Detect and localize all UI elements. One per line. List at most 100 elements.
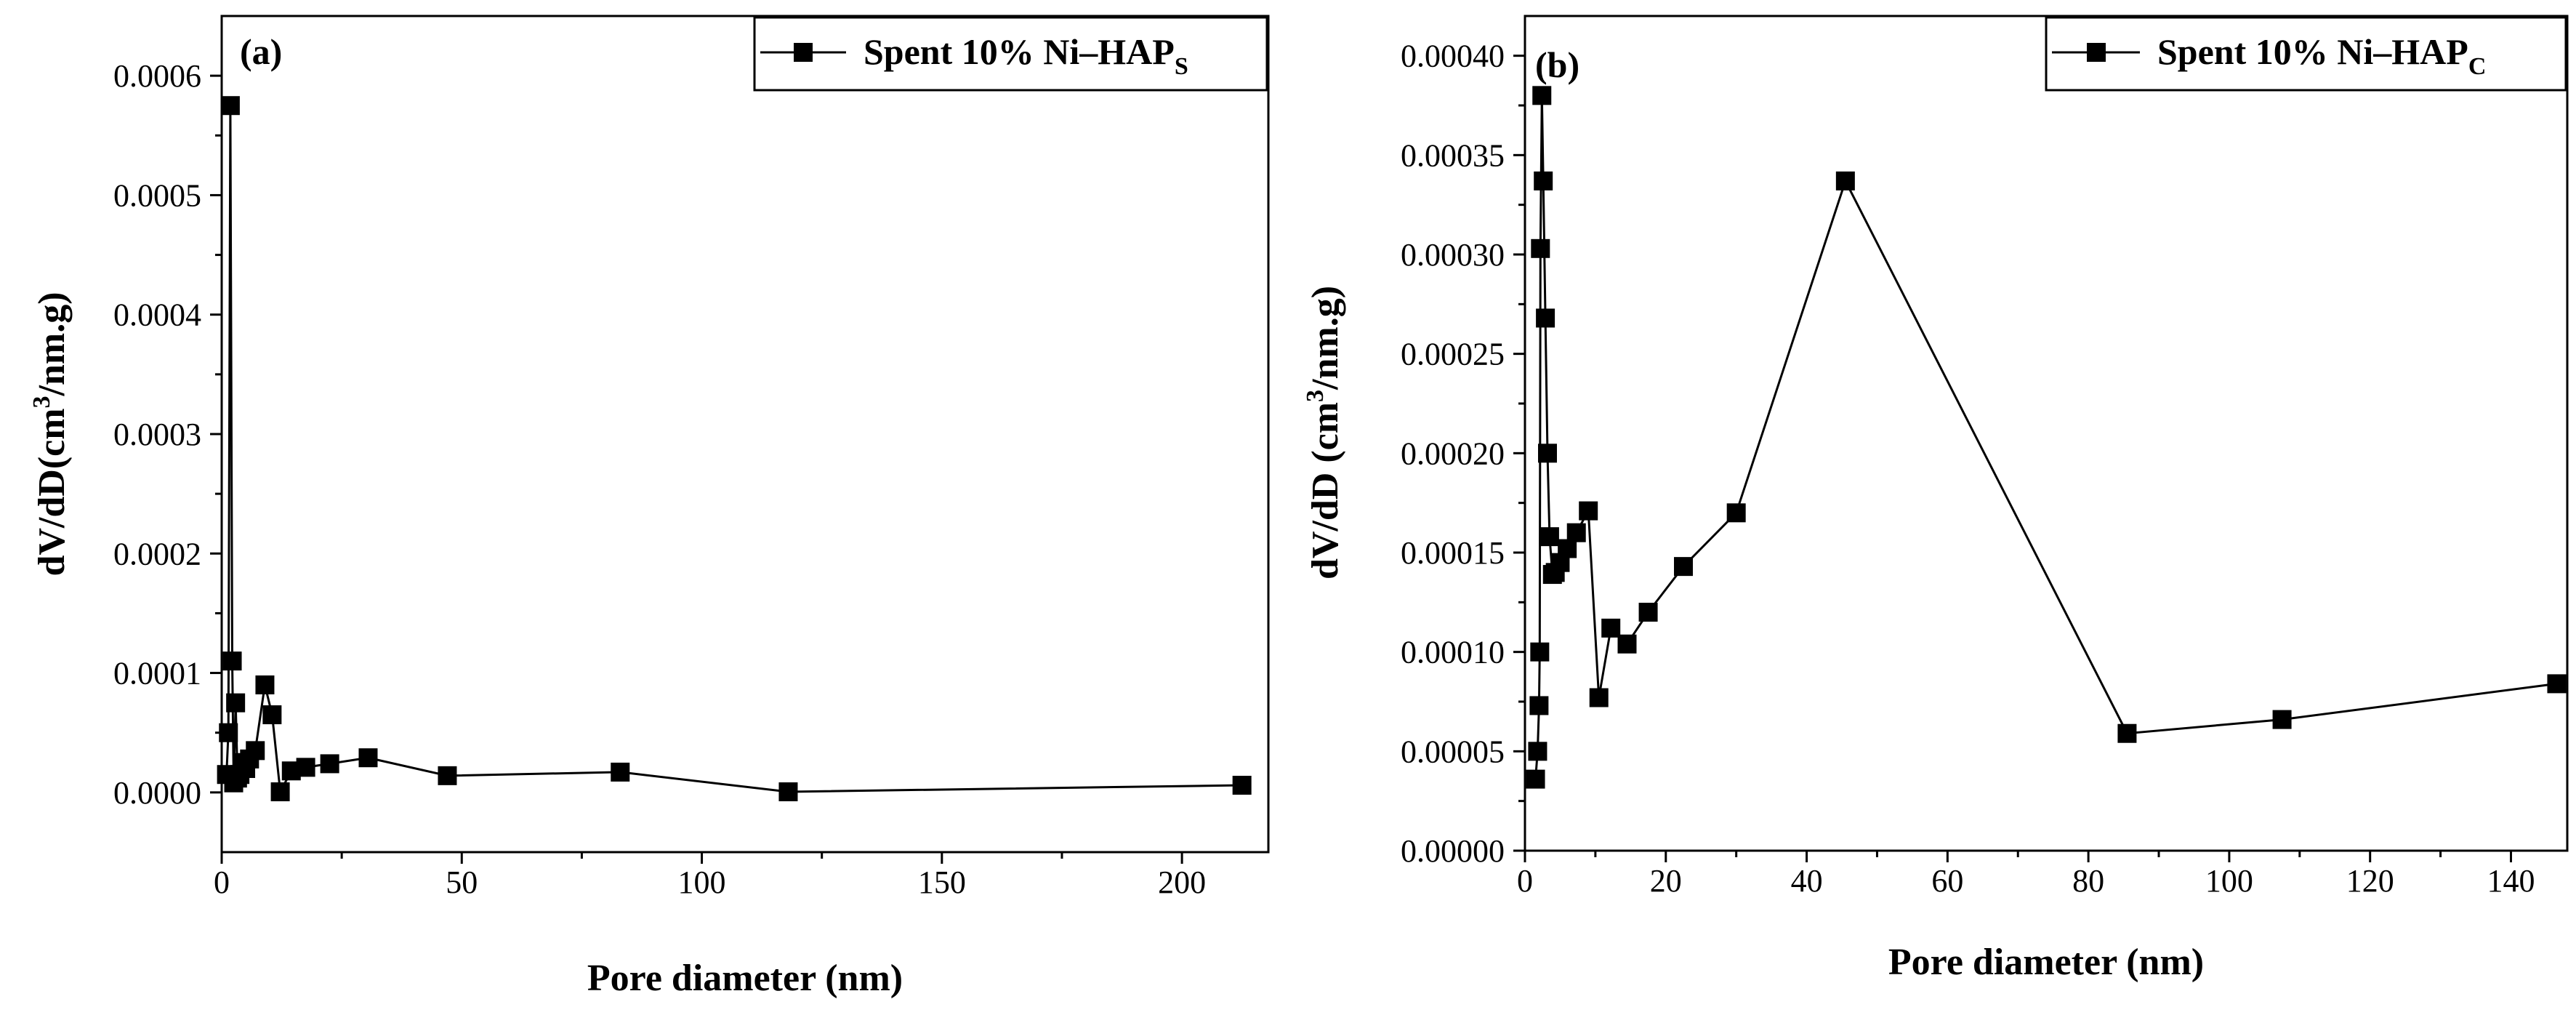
panel-b-data-point bbox=[1589, 688, 1609, 707]
panel-b-data-point bbox=[1638, 603, 1658, 622]
panel-a-chart: 0 50 100 150 200 0.0000 0.0001 0.0002 0.0003 0.00… bbox=[28, 15, 1270, 999]
panel-b-plot-frame bbox=[1524, 15, 2569, 852]
panel-b-data-point bbox=[1530, 642, 1550, 662]
panel-b-data-point bbox=[1529, 696, 1549, 715]
panel-b-legend-name: Spent 10% Ni–HAP bbox=[2157, 31, 2468, 72]
panel-a-y-tick-label: 0.0000 bbox=[113, 775, 201, 811]
panel-b-label: (b) bbox=[1535, 44, 1579, 85]
panel-b-legend-label: Spent 10% Ni–HAPC bbox=[2157, 31, 2486, 80]
panel-b-data-point bbox=[1558, 539, 1577, 558]
panel-a-data-point bbox=[222, 651, 242, 671]
panel-b-legend: Spent 10% Ni–HAPC bbox=[2045, 16, 2567, 92]
panel-b-x-tick-label: 120 bbox=[2346, 863, 2394, 899]
panel-a-data-point bbox=[358, 748, 378, 768]
panel-a-data-point bbox=[320, 754, 339, 774]
panel-a-x-tick-label: 150 bbox=[918, 864, 966, 900]
panel-b-y-tick-label: 0.00030 bbox=[1401, 237, 1505, 273]
panel-b-data-point bbox=[1534, 171, 1553, 190]
panel-b-data-point bbox=[1674, 557, 1694, 577]
panel-a-y-axis-title-sup: 3 bbox=[28, 396, 55, 408]
panel-a-y-tick-label: 0.0006 bbox=[113, 58, 201, 94]
panel-a-legend-box bbox=[753, 16, 1268, 92]
panel-b-x-tick-label: 0 bbox=[1517, 863, 1533, 899]
panel-a-data-point bbox=[438, 766, 457, 785]
panel-a-y-axis-title-main: dV/dD(cm bbox=[31, 408, 73, 576]
panel-b-chart: 0 20 40 60 80 100 120 140 0.00000 0.00005 0.00010 0… bbox=[1302, 15, 2569, 983]
panel-b-data-point bbox=[1601, 618, 1621, 638]
panel-a-y-axis-title-rest: /nm.g) bbox=[31, 292, 73, 396]
panel-a-plot-frame bbox=[220, 15, 1270, 854]
panel-b-ticks: 0 20 40 60 80 100 120 140 0.00000 0.00005 0.00010 0… bbox=[1401, 39, 2535, 899]
panel-a-legend: Spent 10% Ni–HAPS bbox=[753, 16, 1268, 92]
panel-b-y-tick-label: 0.00040 bbox=[1401, 39, 1505, 74]
panel-a-y-tick-label: 0.0002 bbox=[113, 536, 201, 571]
panel-b-x-tick-label: 40 bbox=[1791, 863, 1823, 899]
panel-b-x-tick-label: 20 bbox=[1650, 863, 1682, 899]
panel-b-x-tick-label: 100 bbox=[2205, 863, 2253, 899]
panel-b-data-point bbox=[1532, 86, 1552, 105]
panel-a-y-tick-label: 0.0005 bbox=[113, 177, 201, 213]
panel-a-data-point bbox=[296, 758, 315, 777]
panel-a-x-tick-label: 0 bbox=[214, 864, 230, 900]
panel-a-ticks: 0 50 100 150 200 0.0000 0.0001 0.0002 0.0003 0.00… bbox=[113, 58, 1206, 900]
panel-a-data-point bbox=[219, 723, 238, 742]
panel-a-legend-label: Spent 10% Ni–HAPS bbox=[864, 31, 1188, 80]
panel-b-data-point bbox=[1835, 171, 1855, 190]
panel-b-data-point bbox=[1539, 527, 1559, 547]
panel-a-y-tick-label: 0.0003 bbox=[113, 417, 201, 452]
panel-b-x-axis-title: Pore diameter (nm) bbox=[1888, 942, 2204, 983]
panel-a-x-tick-label: 200 bbox=[1158, 864, 1206, 900]
panel-b-y-tick-label: 0.00025 bbox=[1401, 337, 1505, 372]
panel-b-y-tick-label: 0.00015 bbox=[1401, 535, 1505, 571]
panel-a-data-point bbox=[255, 675, 275, 694]
panel-a-y-tick-label: 0.0004 bbox=[113, 297, 201, 333]
panel-b-x-tick-label: 140 bbox=[2487, 863, 2535, 899]
panel-b-series-line bbox=[1534, 95, 2557, 779]
panel-b-data-point bbox=[1531, 238, 1550, 258]
panel-b-data-point bbox=[1617, 634, 1637, 654]
panel-b-data-point bbox=[1536, 308, 1555, 328]
panel-a-data-point bbox=[262, 705, 282, 725]
panel-b-y-tick-label: 0.00000 bbox=[1401, 833, 1505, 869]
panel-a-data-point bbox=[611, 762, 630, 782]
panel-b-y-tick-label: 0.00035 bbox=[1401, 137, 1505, 173]
panel-b-series bbox=[1526, 86, 2567, 789]
panel-b-y-tick-label: 0.00010 bbox=[1401, 635, 1505, 670]
panel-b-data-point bbox=[1726, 503, 1746, 523]
panel-a-x-tick-label: 50 bbox=[446, 864, 478, 900]
panel-a-series-line bbox=[225, 105, 1242, 796]
panel-a-legend-marker bbox=[794, 43, 813, 62]
panel-b-data-point bbox=[1528, 742, 1547, 761]
panel-b-y-axis-title: dV/dD (cm3/nm.g) bbox=[1302, 286, 1346, 579]
panel-b-data-point bbox=[1538, 444, 1558, 463]
panel-a-series bbox=[217, 96, 1252, 802]
panel-b-y-tick-label: 0.00005 bbox=[1401, 734, 1505, 769]
panel-a-data-point bbox=[226, 693, 246, 713]
panel-a-y-axis-title: dV/dD(cm3/nm.g) bbox=[28, 292, 73, 576]
panel-a-x-tick-label: 100 bbox=[678, 864, 726, 900]
panel-b-x-tick-label: 80 bbox=[2072, 863, 2104, 899]
panel-a-label: (a) bbox=[240, 31, 282, 72]
panel-b-y-axis-title-sup: 3 bbox=[1302, 390, 1329, 402]
panel-a-x-axis-title: Pore diameter (nm) bbox=[587, 958, 903, 999]
panel-a-y-tick-label: 0.0001 bbox=[113, 656, 201, 691]
panel-b-data-point bbox=[1579, 501, 1598, 521]
panel-b-y-tick-label: 0.00020 bbox=[1401, 436, 1505, 471]
panel-b-legend-box bbox=[2045, 16, 2567, 92]
panel-b-data-point bbox=[2547, 674, 2567, 694]
panel-a-legend-name: Spent 10% Ni–HAP bbox=[864, 31, 1175, 72]
panel-b-y-axis-title-main: dV/dD (cm bbox=[1305, 402, 1346, 579]
panel-a-data-point bbox=[220, 96, 240, 116]
panel-b-x-tick-label: 60 bbox=[1931, 863, 1963, 899]
panel-b-legend-marker bbox=[2087, 43, 2106, 62]
panel-b-data-point bbox=[2117, 723, 2137, 743]
panel-a-data-point bbox=[270, 782, 290, 802]
panel-a-data-point bbox=[1232, 776, 1252, 795]
panel-b-data-point bbox=[1526, 769, 1545, 789]
panel-b-legend-subscript: C bbox=[2468, 53, 2487, 80]
panel-b-data-point bbox=[1566, 523, 1586, 542]
panel-b-y-axis-title-rest: /nm.g) bbox=[1305, 286, 1346, 390]
panel-a-legend-subscript: S bbox=[1175, 53, 1188, 80]
panel-b-data-point bbox=[2272, 710, 2292, 729]
panel-a-data-point bbox=[778, 782, 798, 802]
